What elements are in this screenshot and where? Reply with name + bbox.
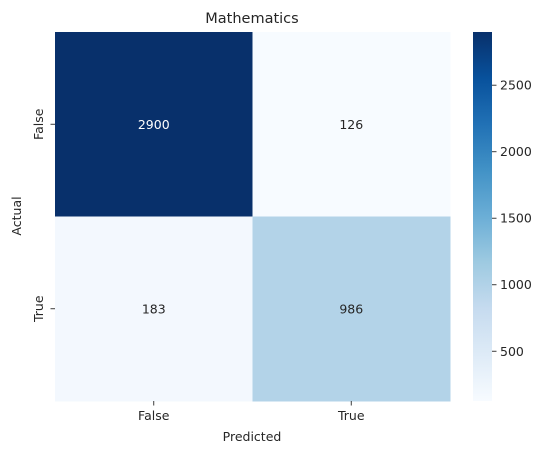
cell-value-label: 126 — [339, 117, 363, 132]
y-axis-label: Actual — [9, 196, 24, 235]
colorbar-tick-label: 1500 — [500, 211, 532, 226]
cell-value-label: 986 — [339, 301, 363, 316]
colorbar-tick-label: 1000 — [500, 277, 532, 292]
colorbar-axis: 500 1000 1500 2000 2500 — [492, 78, 532, 359]
heatmap-cell — [252, 216, 451, 402]
x-axis-label: Predicted — [223, 429, 282, 444]
y-tick-label: False — [31, 108, 46, 140]
x-tick-label: False — [138, 408, 170, 423]
heatmap-cell — [252, 32, 451, 217]
colorbar-tick-label: 500 — [500, 344, 524, 359]
cell-value-label: 183 — [142, 301, 166, 316]
heatmap-cell — [55, 216, 253, 402]
cell-value-label: 2900 — [138, 117, 170, 132]
x-axis: False True — [138, 401, 365, 423]
heatmap-cell — [55, 32, 253, 217]
colorbar-tick-label: 2500 — [500, 78, 532, 93]
heatmap-cells — [55, 32, 451, 402]
colorbar-tick-label: 2000 — [500, 144, 532, 159]
chart-title: Mathematics — [205, 11, 298, 27]
heatmap-cell-labels: 2900 126 183 986 — [138, 117, 363, 317]
colorbar — [473, 32, 492, 401]
y-tick-label: True — [31, 295, 46, 323]
y-axis: False True — [31, 108, 55, 323]
x-tick-label: True — [337, 408, 365, 423]
